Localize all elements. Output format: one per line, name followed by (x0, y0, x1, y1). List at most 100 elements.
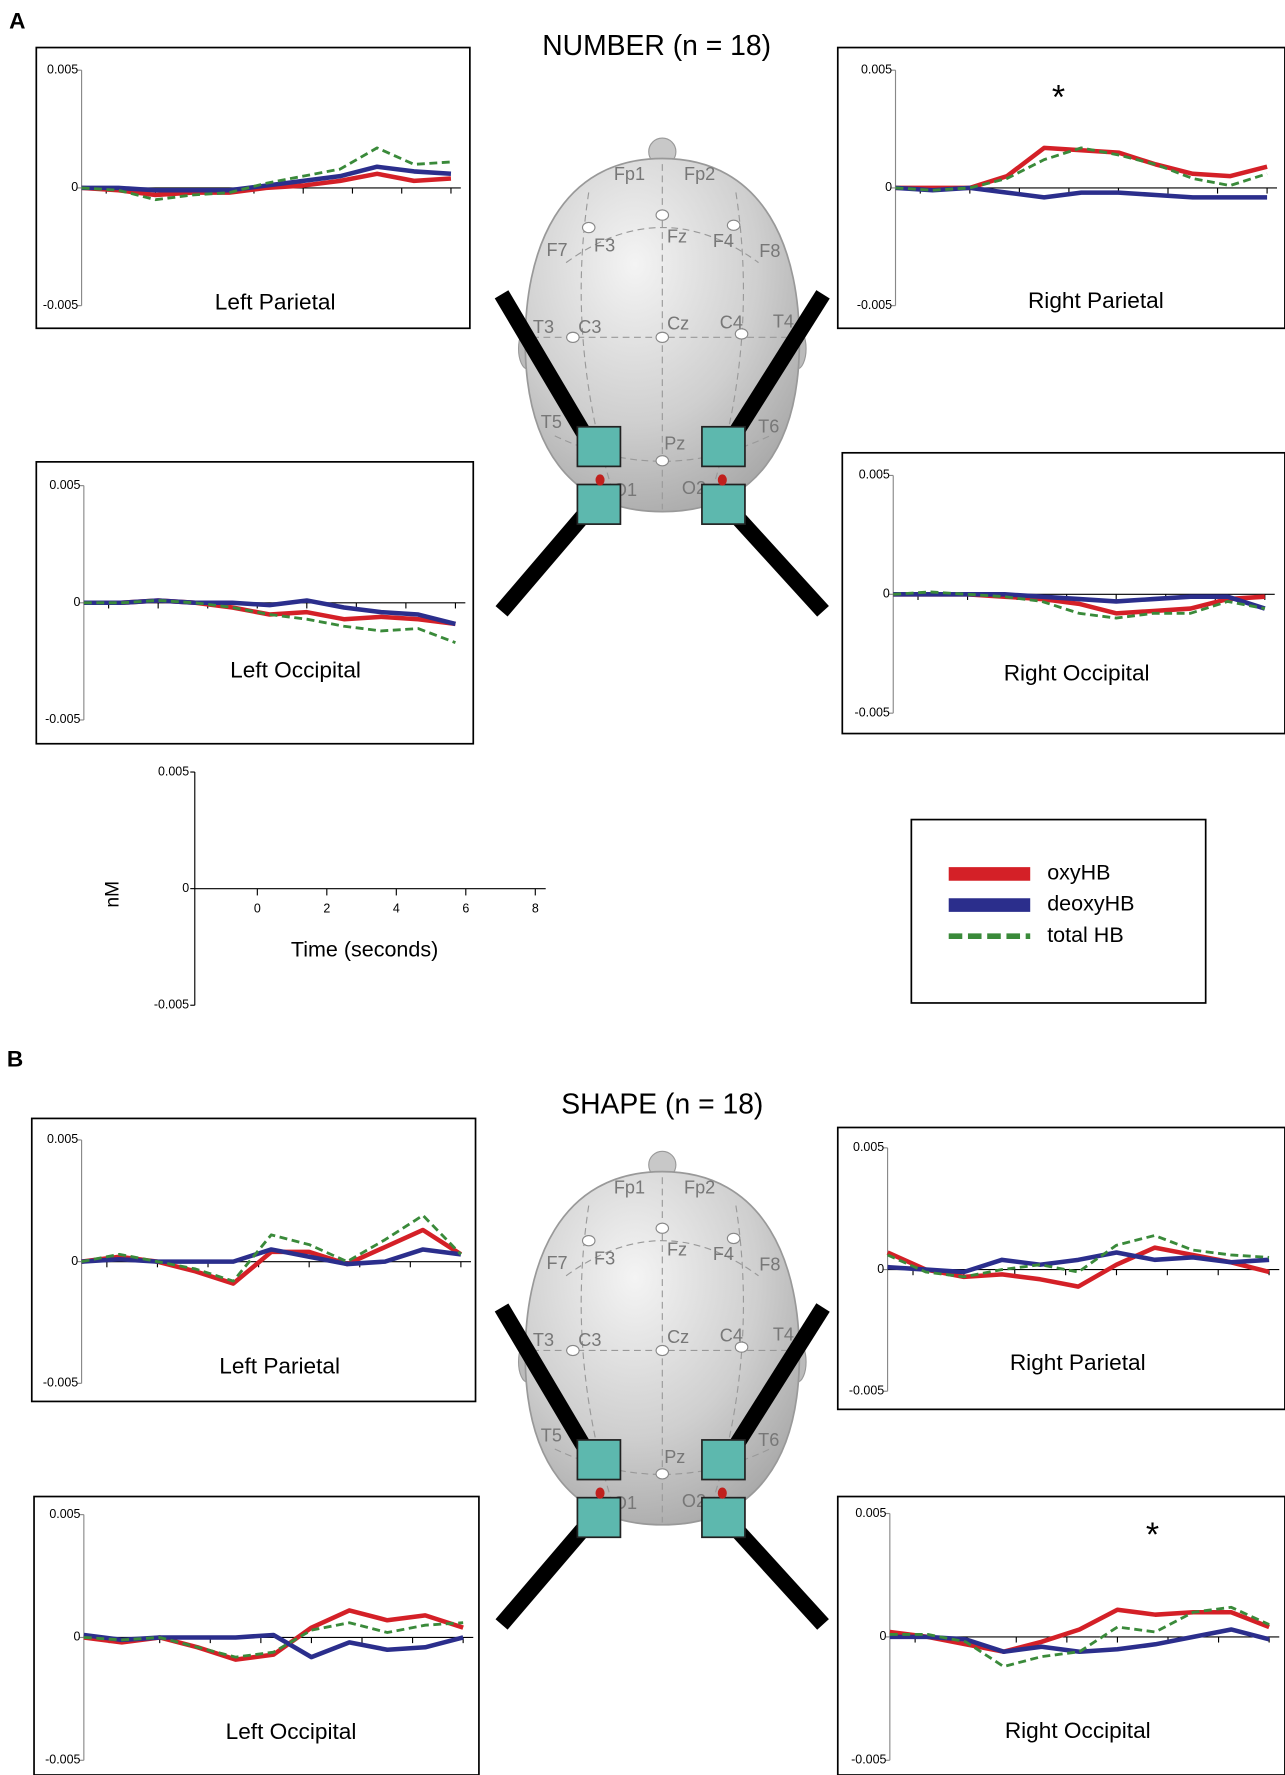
series-line (887, 1250, 1270, 1275)
chart-title: Right Occipital (1005, 1718, 1151, 1743)
optode (576, 1439, 622, 1481)
optode-cable (494, 290, 596, 446)
x-tick-label: 8 (532, 901, 539, 915)
electrode-label: Pz (664, 1447, 685, 1467)
electrode (655, 1344, 670, 1357)
electrode-label: F8 (759, 241, 780, 261)
series-line (895, 185, 1268, 200)
series-line (893, 590, 1266, 620)
y-tick-label: 0.005 (47, 62, 78, 76)
electrode (655, 209, 670, 221)
electrode (655, 1222, 670, 1234)
optode-dot (717, 474, 727, 486)
electrode-label: Fp1 (614, 164, 645, 184)
electrode-label: T4 (773, 1325, 794, 1345)
chart-title: Right Occipital (1004, 661, 1150, 686)
panel-label: B (7, 1047, 23, 1072)
electrode-label: C4 (720, 313, 743, 333)
guide-line (565, 1240, 759, 1277)
electrode-label: Fp1 (614, 1177, 645, 1197)
legend-label: deoxyHB (1047, 892, 1134, 916)
chart-title: Left Parietal (219, 1353, 340, 1378)
y-tick-label: 0.005 (47, 1132, 78, 1146)
series-line (889, 1605, 1270, 1668)
y-tick-label: 0.005 (859, 468, 890, 482)
optode (701, 483, 746, 525)
electrode-label: Fp2 (684, 1177, 715, 1197)
series-line (895, 146, 1268, 192)
optode-cable (723, 1303, 830, 1459)
electrode-label: T5 (541, 412, 562, 432)
y-tick-label: 0 (71, 180, 78, 194)
chart-title: Left Parietal (215, 289, 336, 314)
electrode (655, 1468, 670, 1480)
electrode-label: C3 (578, 1330, 601, 1350)
y-tick-label: -0.005 (857, 298, 892, 312)
series-line (83, 598, 456, 627)
series-line (83, 1621, 464, 1659)
series-line (893, 592, 1266, 611)
series-line (887, 1234, 1270, 1279)
y-tick-label: -0.005 (45, 1753, 80, 1767)
electrode (655, 331, 670, 344)
electrode-label: T6 (758, 417, 779, 437)
y-tick-label: 0.005 (853, 1140, 884, 1154)
electrode-label: O2 (682, 1491, 706, 1511)
annotation: * (1146, 1516, 1159, 1554)
x-tick-label: 6 (462, 901, 469, 915)
x-tick-label: 4 (393, 901, 400, 915)
electrode-label: Pz (664, 434, 685, 454)
optode (701, 425, 746, 468)
y-tick-label: -0.005 (855, 705, 890, 719)
panel-title: NUMBER (n = 18) (542, 29, 771, 61)
electrode (581, 1235, 596, 1247)
electrode-label: F8 (759, 1254, 780, 1274)
electrode-label: T6 (758, 1430, 779, 1450)
electrode-label: F7 (546, 1253, 567, 1273)
chart-title: Right Parietal (1010, 1350, 1146, 1375)
electrode (655, 455, 670, 467)
panel-label: A (9, 9, 25, 34)
electrode-label: T4 (773, 311, 794, 331)
electrode-label: F3 (594, 236, 615, 256)
x-axis-label: Time (seconds) (291, 938, 438, 962)
optode (701, 1496, 746, 1539)
electrode (734, 1341, 749, 1353)
electrode-label: T5 (541, 1425, 562, 1445)
y-tick-label: 0.005 (855, 1506, 886, 1520)
guide-line (565, 227, 759, 264)
electrode-label: Fz (667, 227, 687, 247)
chart-title: Left Occipital (226, 1719, 357, 1744)
electrode-label: F3 (594, 1249, 615, 1269)
y-tick-label: 0.005 (49, 478, 80, 492)
chart-title: Right Parietal (1028, 288, 1164, 313)
electrode (726, 219, 741, 231)
y-tick-label: -0.005 (45, 712, 80, 726)
electrode-label: F7 (546, 240, 567, 260)
y-tick-label: 0 (877, 1262, 884, 1276)
y-axis-label: nM (102, 881, 123, 908)
optode-dot (595, 474, 605, 486)
electrode-label: T3 (533, 1330, 554, 1350)
legend-label: total HB (1047, 923, 1123, 947)
y-tick-label: -0.005 (849, 1384, 884, 1398)
y-tick-label: 0 (182, 881, 189, 895)
optode (576, 1496, 622, 1539)
electrode-label: C4 (720, 1326, 743, 1346)
y-tick-label: 0.005 (861, 62, 892, 76)
electrode (566, 331, 580, 344)
optode-cable (723, 290, 830, 446)
y-tick-label: -0.005 (851, 1753, 886, 1767)
y-tick-label: 0.005 (158, 764, 189, 778)
optode-cable (724, 504, 829, 617)
y-tick-label: 0 (885, 180, 892, 194)
electrode-label: Cz (667, 314, 689, 334)
y-tick-label: -0.005 (154, 998, 189, 1012)
y-tick-label: 0 (880, 1629, 887, 1643)
y-tick-label: -0.005 (43, 1376, 78, 1390)
optode (701, 1439, 746, 1481)
optode-cable (724, 1517, 829, 1630)
electrode-label: Fz (667, 1240, 687, 1260)
optode-cable (495, 1517, 595, 1630)
electrode-label: O2 (682, 478, 706, 498)
